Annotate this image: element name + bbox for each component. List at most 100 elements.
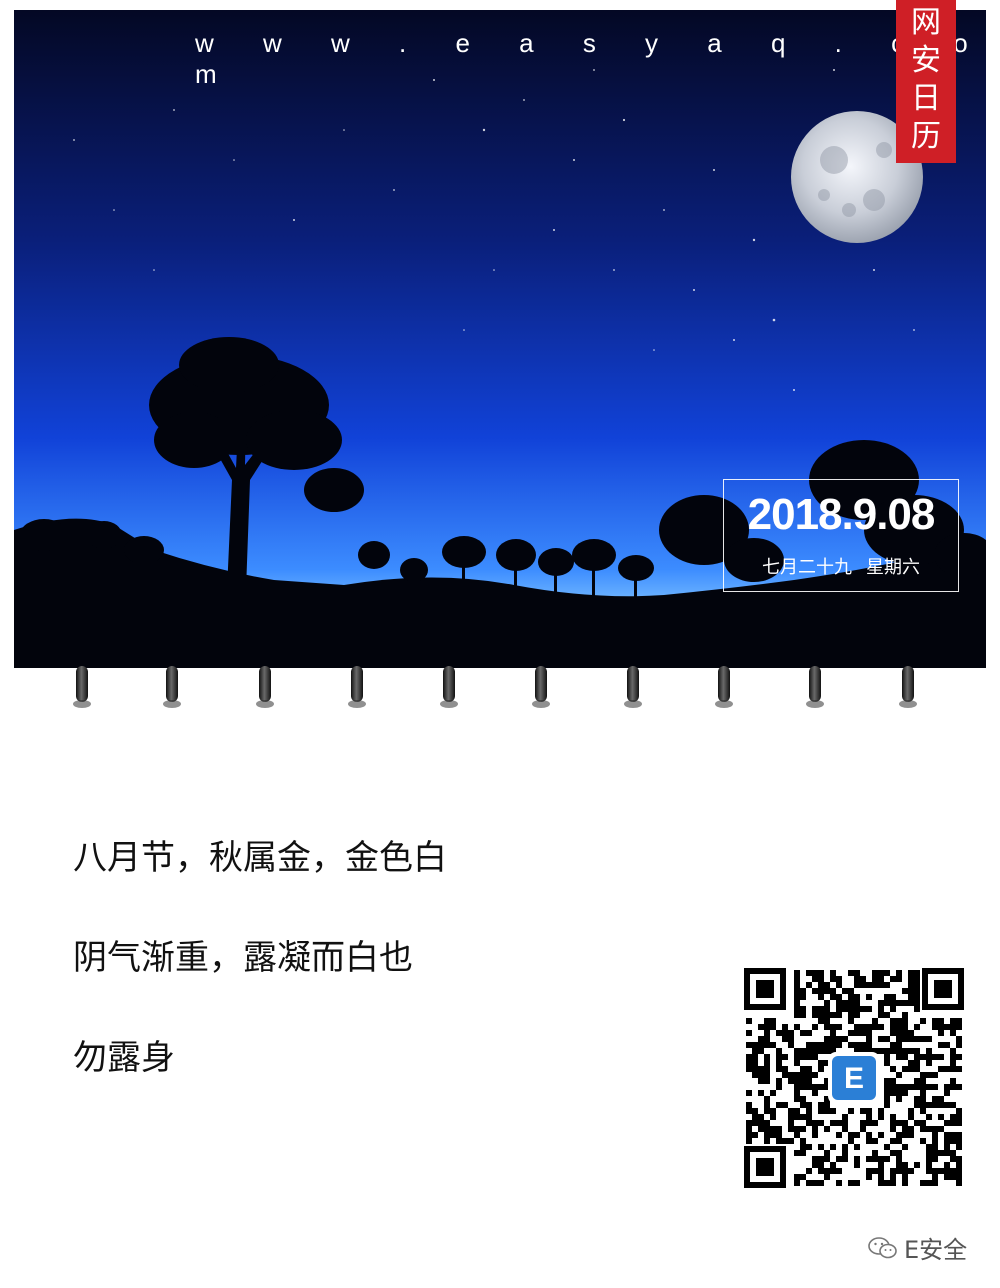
qr-module <box>776 1084 782 1090</box>
qr-module <box>938 1114 944 1120</box>
qr-module <box>896 1054 902 1060</box>
qr-module <box>866 1168 872 1174</box>
qr-module <box>896 976 902 982</box>
qr-module <box>878 1000 884 1006</box>
qr-module <box>872 1024 878 1030</box>
qr-module <box>806 1054 812 1060</box>
qr-module <box>842 1000 848 1006</box>
qr-module <box>806 1168 812 1174</box>
qr-module <box>818 1156 824 1162</box>
qr-module <box>932 1018 938 1024</box>
qr-module <box>956 1108 962 1114</box>
qr-module <box>800 1048 806 1054</box>
qr-module <box>890 1126 896 1132</box>
qr-module <box>866 1132 872 1138</box>
qr-module <box>902 1168 908 1174</box>
qr-module <box>794 1006 800 1012</box>
qr-module <box>890 1030 896 1036</box>
qr-code[interactable]: E <box>744 968 964 1188</box>
qr-module <box>776 1060 782 1066</box>
qr-module <box>950 1078 956 1084</box>
qr-module <box>782 1072 788 1078</box>
qr-module <box>866 1138 872 1144</box>
wechat-account[interactable]: E安全 <box>868 1230 967 1265</box>
qr-module <box>800 1102 806 1108</box>
qr-module <box>950 1030 956 1036</box>
qr-module <box>896 1018 902 1024</box>
qr-module <box>818 1048 824 1054</box>
qr-module <box>920 1108 926 1114</box>
qr-module <box>818 1168 824 1174</box>
qr-module <box>818 1084 824 1090</box>
badge-char: 历 <box>911 119 941 154</box>
website-url[interactable]: w w w . e a s y a q . c o m <box>195 28 989 89</box>
qr-module <box>926 1048 932 1054</box>
qr-module <box>854 1024 860 1030</box>
qr-module <box>848 1012 854 1018</box>
qr-module <box>770 1114 776 1120</box>
qr-module <box>848 994 854 1000</box>
qr-module <box>956 1084 962 1090</box>
qr-module <box>890 1138 896 1144</box>
qr-module <box>938 1030 944 1036</box>
qr-module <box>842 1144 848 1150</box>
qr-module <box>776 1030 782 1036</box>
qr-module <box>842 1126 848 1132</box>
qr-module <box>914 1078 920 1084</box>
qr-module <box>926 1180 932 1186</box>
qr-module <box>938 1102 944 1108</box>
qr-module <box>776 1102 782 1108</box>
qr-module <box>794 1180 800 1186</box>
qr-module <box>920 1096 926 1102</box>
qr-module <box>914 1024 920 1030</box>
qr-module <box>824 1000 830 1006</box>
night-landscape-illustration <box>14 10 986 668</box>
poem-line: 阴气渐重，露凝而白也 <box>73 938 413 978</box>
moon <box>791 111 923 243</box>
qr-module <box>854 994 860 1000</box>
qr-module <box>746 1066 752 1072</box>
qr-module <box>854 1132 860 1138</box>
qr-module <box>800 1126 806 1132</box>
qr-module <box>818 1180 824 1186</box>
qr-module <box>914 982 920 988</box>
qr-module <box>914 976 920 982</box>
badge-char: 安 <box>911 43 941 78</box>
date-box: 2018.9.08 七月二十九 星期六 <box>723 479 959 592</box>
qr-module <box>788 1120 794 1126</box>
qr-module <box>818 1018 824 1024</box>
qr-module <box>752 1042 758 1048</box>
qr-module <box>848 1018 854 1024</box>
qr-module <box>764 1108 770 1114</box>
qr-module <box>896 1156 902 1162</box>
qr-module <box>794 1174 800 1180</box>
qr-module <box>848 970 854 976</box>
qr-module <box>854 1006 860 1012</box>
qr-module <box>896 970 902 976</box>
qr-module <box>884 1078 890 1084</box>
qr-module <box>830 1048 836 1054</box>
weekday: 星期六 <box>866 557 920 578</box>
qr-module <box>878 1156 884 1162</box>
qr-module <box>854 1030 860 1036</box>
qr-module <box>746 1030 752 1036</box>
qr-module <box>758 1114 764 1120</box>
qr-module <box>770 1132 776 1138</box>
qr-module <box>866 982 872 988</box>
qr-module <box>848 1132 854 1138</box>
qr-module <box>794 1150 800 1156</box>
qr-module <box>902 1162 908 1168</box>
qr-module <box>896 1042 902 1048</box>
qr-module <box>812 1156 818 1162</box>
qr-module <box>878 1180 884 1186</box>
qr-module <box>944 1042 950 1048</box>
qr-module <box>770 1108 776 1114</box>
qr-module <box>932 1072 938 1078</box>
qr-module <box>866 1006 872 1012</box>
qr-module <box>776 1078 782 1084</box>
qr-module <box>890 1006 896 1012</box>
qr-module <box>806 1042 812 1048</box>
qr-module <box>896 1138 902 1144</box>
qr-module <box>794 1078 800 1084</box>
qr-module <box>926 1156 932 1162</box>
